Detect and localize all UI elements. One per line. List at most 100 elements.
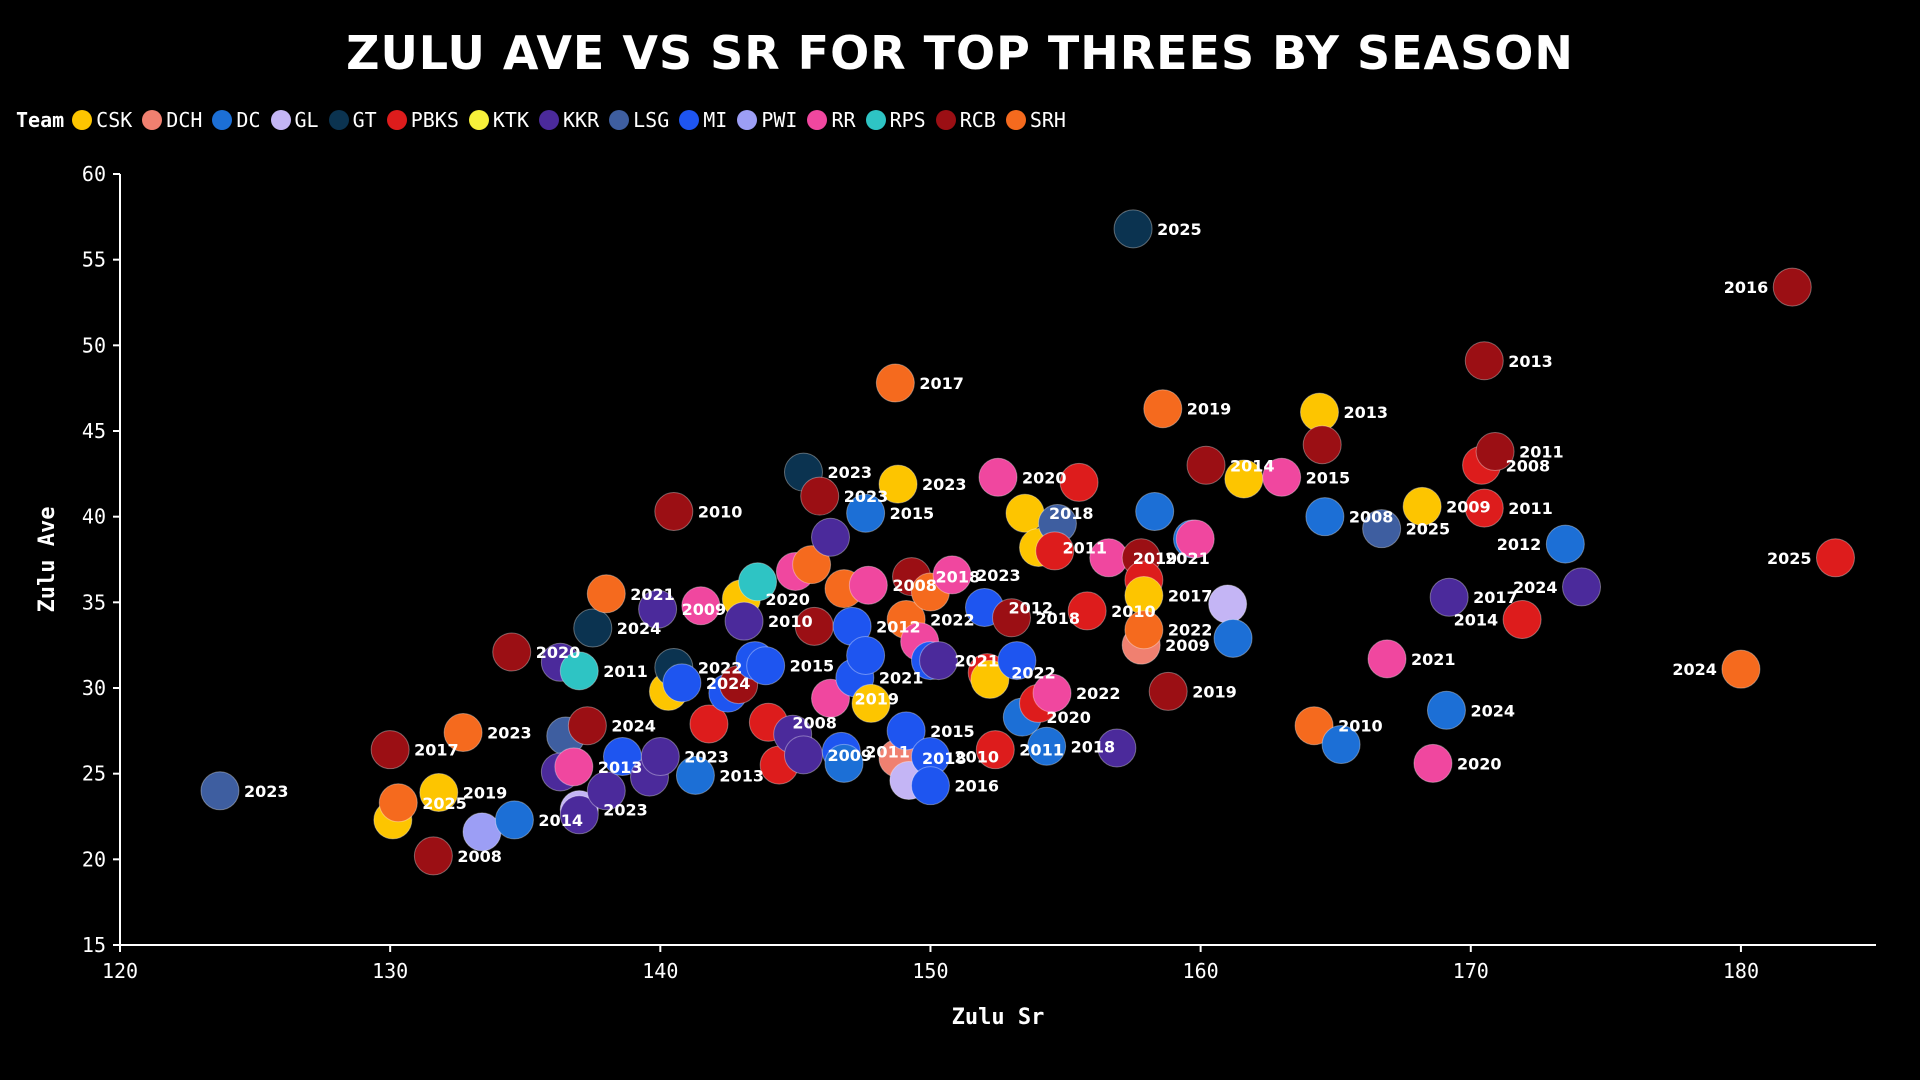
legend: Team CSK DCH DC GL GT PBKS KTK KKR LSG MI PWI RR RPS… [16,108,1076,132]
data-point-csk [1402,486,1442,526]
data-label: 2011 [1519,443,1564,462]
data-point-kkr [559,795,599,835]
legend-item-gl: GL [270,108,319,132]
data-label: 2012 [1497,535,1542,554]
x-axis-title: Zulu Sr [952,1005,1045,1030]
legend-item-rps: RPS [865,108,926,132]
data-point-dc [1213,618,1253,658]
data-label: 2021 [630,585,675,604]
data-point-rr [681,586,721,626]
data-label: 2015 [890,504,935,523]
data-point-rr [554,747,594,787]
data-label: 2009 [1165,636,1210,655]
data-label: 2022 [930,610,975,629]
data-label: 2023 [922,475,967,494]
data-label: 2009 [827,746,872,765]
legend-item-mi: MI [679,108,727,132]
legend-swatch [386,110,407,130]
legend-swatch [539,110,559,130]
data-label: 2010 [1338,717,1383,736]
x-tick-label: 160 [1183,959,1219,983]
y-axis-title: Zulu Ave [35,507,60,613]
data-point-srh [1143,389,1183,429]
legend-item-pwi: PWI [737,108,797,132]
data-label: 2014 [538,811,583,830]
legend-label: DCH [166,108,203,132]
data-label: 2024 [617,619,662,638]
data-point-rr [978,457,1018,497]
data-point-dc [1135,492,1175,532]
data-point-csk [419,773,459,813]
y-tick-label: 30 [82,676,106,700]
data-point-rr [848,565,888,605]
data-point-rcb [800,476,840,516]
data-label: 2019 [463,784,508,803]
data-point-rr [1175,519,1215,559]
data-point-pbks [1067,591,1107,631]
legend-swatch [270,110,291,130]
legend-item-csk: CSK [72,108,132,132]
legend-item-kkr: KKR [539,108,599,132]
legend-label: RR [831,108,856,132]
data-point-dc [675,755,715,795]
legend-swatch [807,110,828,130]
axes: 120 130 140 150 160 170 1801520253035404550556… [82,162,1876,983]
data-label: 2022 [1168,621,1213,640]
legend-label: CSK [96,108,133,132]
data-point-mi [910,766,950,806]
data-point-kkr [919,641,959,681]
data-point-dc [846,493,886,533]
y-tick-label: 20 [82,847,106,871]
data-label: 2017 [414,741,459,760]
data-label: 2017 [1473,588,1518,607]
data-points [200,209,1855,876]
data-point-pbks [1464,488,1504,528]
data-label: 2016 [1724,278,1769,297]
data-label: 2011 [865,742,910,761]
data-point-rcb [567,706,607,746]
data-label: 2016 [954,777,999,796]
legend-item-dc: DC [212,108,261,132]
data-point-kkr [640,737,680,777]
legend-label: LSG [633,108,670,132]
data-point-gt [1113,209,1153,249]
legend-label: KTK [492,108,529,132]
data-label: 2025 [422,794,467,813]
data-point-dc [1305,497,1345,537]
data-point-mi [997,641,1037,681]
data-label: 2025 [1406,520,1451,539]
data-label: 2019 [1133,549,1178,568]
data-point-rcb [370,730,410,770]
data-label: 2018 [936,568,981,587]
data-label: 2024 [1470,701,1515,720]
data-label: 2024 [706,674,751,693]
y-tick-label: 35 [82,590,106,614]
data-label: 2020 [1046,708,1091,727]
x-tick-label: 150 [912,959,948,983]
data-label: 2023 [487,724,532,743]
data-point-gt [573,608,613,648]
data-point-csk [878,464,918,504]
y-tick-label: 25 [82,762,106,786]
legend-label: RPS [889,108,926,132]
data-label: 2020 [765,590,810,609]
data-label: 2022 [1011,664,1056,683]
data-point-pbks [1059,462,1099,502]
data-point-pbks [1815,538,1855,578]
legend-item-gt: GT [328,108,377,132]
legend-label: MI [703,108,728,132]
data-point-rcb [492,632,532,672]
data-label: 2008 [1349,508,1394,527]
legend-item-lsg: LSG [609,108,669,132]
data-point-srh [1721,649,1761,689]
data-label: 2010 [1111,602,1156,621]
data-point-rr [932,555,972,595]
data-point-mi [886,711,926,751]
data-label: 2025 [1157,220,1202,239]
data-point-dc [824,743,864,783]
data-label: 2021 [1165,549,1210,568]
data-point-csk [851,683,891,723]
data-label: 2024 [1672,660,1717,679]
legend-swatch [609,110,630,130]
